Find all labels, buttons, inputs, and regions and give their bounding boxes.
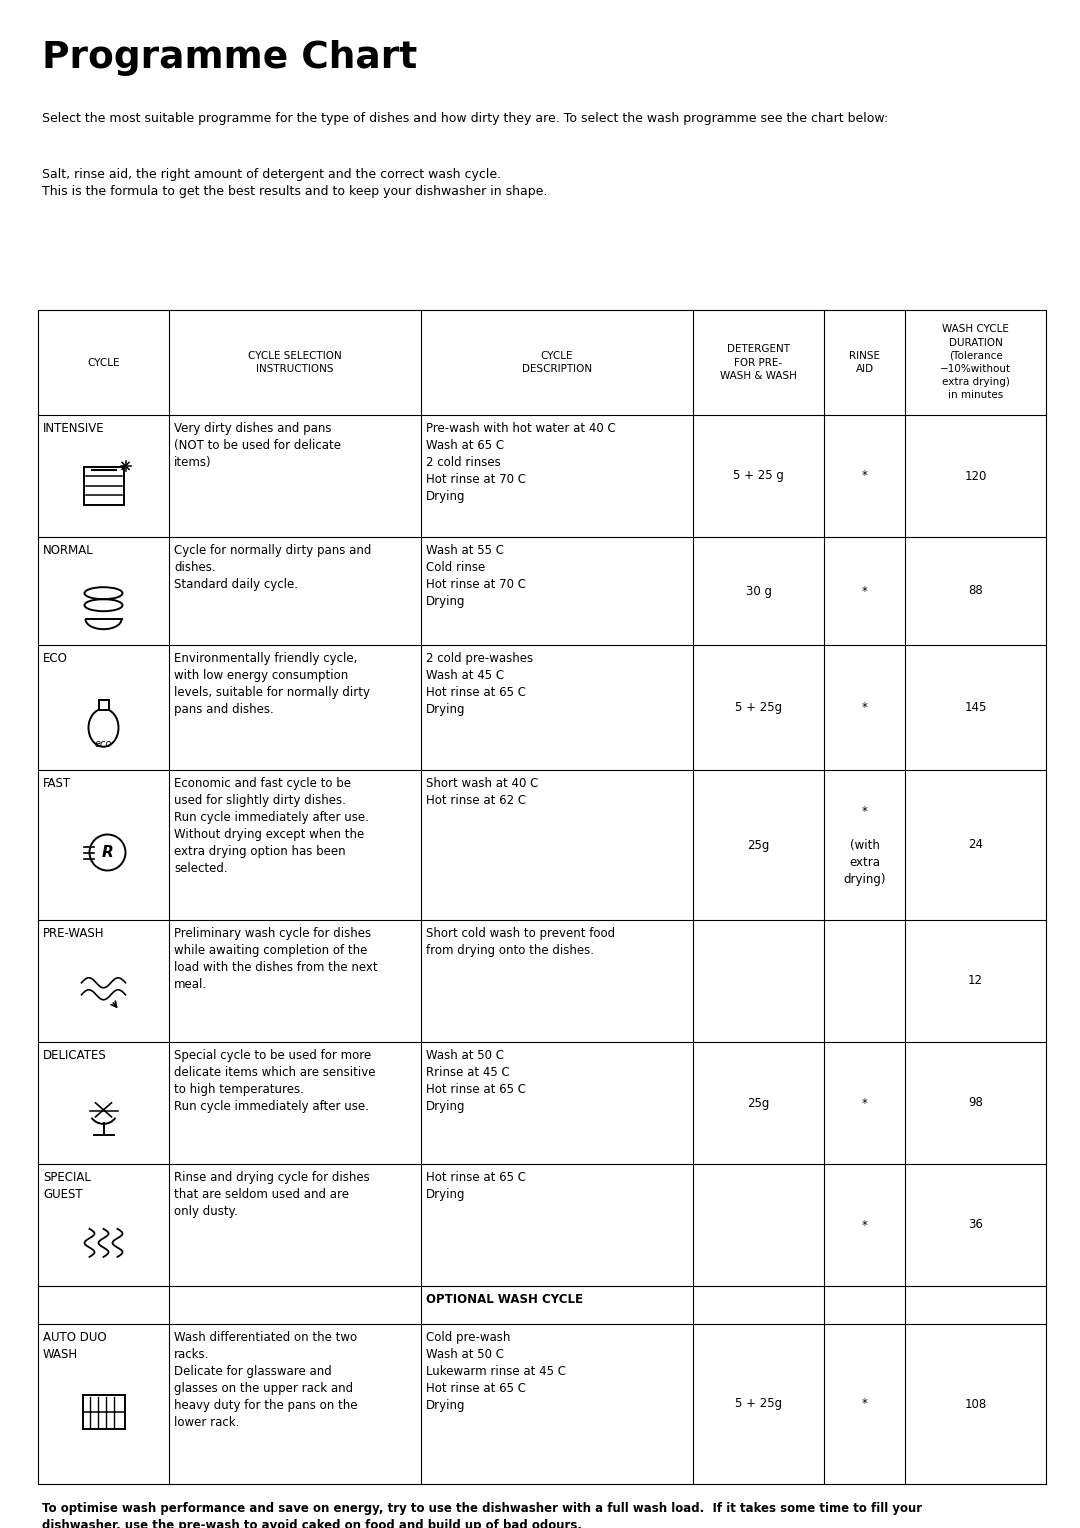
Text: R: R (102, 845, 113, 860)
Text: Economic and fast cycle to be
used for slightly dirty dishes.
Run cycle immediat: Economic and fast cycle to be used for s… (174, 778, 369, 876)
Text: Wash at 50 C
Rrinse at 45 C
Hot rinse at 65 C
Drying: Wash at 50 C Rrinse at 45 C Hot rinse at… (426, 1050, 526, 1112)
Text: *

(with
extra
drying): * (with extra drying) (843, 805, 886, 886)
Text: OPTIONAL WASH CYCLE: OPTIONAL WASH CYCLE (426, 1293, 583, 1306)
Text: RINSE
AID: RINSE AID (849, 351, 880, 374)
Text: NORMAL: NORMAL (43, 544, 94, 558)
Text: Rinse and drying cycle for dishes
that are seldom used and are
only dusty.: Rinse and drying cycle for dishes that a… (174, 1170, 369, 1218)
Text: Wash differentiated on the two
racks.
Delicate for glassware and
glasses on the : Wash differentiated on the two racks. De… (174, 1331, 357, 1429)
Text: eco: eco (95, 738, 112, 749)
Text: 12: 12 (968, 975, 983, 987)
Text: To optimise wash performance and save on energy, try to use the dishwasher with : To optimise wash performance and save on… (42, 1502, 922, 1528)
Text: 5 + 25g: 5 + 25g (734, 1398, 782, 1410)
Text: 25g: 25g (747, 1097, 770, 1109)
Text: Cycle for normally dirty pans and
dishes.
Standard daily cycle.: Cycle for normally dirty pans and dishes… (174, 544, 372, 591)
Text: 25g: 25g (747, 839, 770, 851)
Text: Short wash at 40 C
Hot rinse at 62 C: Short wash at 40 C Hot rinse at 62 C (426, 778, 538, 807)
Text: 5 + 25 g: 5 + 25 g (733, 469, 784, 483)
Text: DETERGENT
FOR PRE-
WASH & WASH: DETERGENT FOR PRE- WASH & WASH (720, 344, 797, 380)
Text: CYCLE SELECTION
INSTRUCTIONS: CYCLE SELECTION INSTRUCTIONS (248, 351, 342, 374)
Text: Salt, rinse aid, the right amount of detergent and the correct wash cycle.
This : Salt, rinse aid, the right amount of det… (42, 168, 548, 199)
Text: Very dirty dishes and pans
(NOT to be used for delicate
items): Very dirty dishes and pans (NOT to be us… (174, 422, 341, 469)
Text: *: * (862, 701, 867, 714)
Text: Pre-wash with hot water at 40 C
Wash at 65 C
2 cold rinses
Hot rinse at 70 C
Dry: Pre-wash with hot water at 40 C Wash at … (426, 422, 616, 503)
Text: AUTO DUO
WASH: AUTO DUO WASH (43, 1331, 107, 1361)
Text: Hot rinse at 65 C
Drying: Hot rinse at 65 C Drying (426, 1170, 526, 1201)
Text: Short cold wash to prevent food
from drying onto the dishes.: Short cold wash to prevent food from dry… (426, 927, 616, 957)
Text: 120: 120 (964, 469, 987, 483)
Text: Programme Chart: Programme Chart (42, 40, 417, 76)
Bar (82, 1395, 124, 1429)
Bar (98, 700, 108, 709)
Text: 88: 88 (968, 585, 983, 597)
Text: 145: 145 (964, 701, 987, 714)
Text: CYCLE
DESCRIPTION: CYCLE DESCRIPTION (522, 351, 592, 374)
Text: *: * (862, 585, 867, 597)
Text: 36: 36 (968, 1218, 983, 1232)
Text: *: * (862, 469, 867, 483)
Text: INTENSIVE: INTENSIVE (43, 422, 105, 435)
Text: 24: 24 (968, 839, 983, 851)
Text: DELICATES: DELICATES (43, 1050, 107, 1062)
Text: 5 + 25g: 5 + 25g (734, 701, 782, 714)
Bar (83, 468, 123, 504)
Text: 98: 98 (968, 1097, 983, 1109)
Text: ECO: ECO (43, 652, 68, 665)
Text: PRE-WASH: PRE-WASH (43, 927, 105, 940)
Text: Special cycle to be used for more
delicate items which are sensitive
to high tem: Special cycle to be used for more delica… (174, 1050, 376, 1112)
Text: Select the most suitable programme for the type of dishes and how dirty they are: Select the most suitable programme for t… (42, 112, 888, 125)
Text: *: * (862, 1398, 867, 1410)
Text: SPECIAL
GUEST: SPECIAL GUEST (43, 1170, 91, 1201)
Text: 2 cold pre-washes
Wash at 45 C
Hot rinse at 65 C
Drying: 2 cold pre-washes Wash at 45 C Hot rinse… (426, 652, 534, 717)
Text: WASH CYCLE
DURATION
(Tolerance
−10%without
extra drying)
in minutes: WASH CYCLE DURATION (Tolerance −10%witho… (940, 324, 1011, 400)
Text: Cold pre-wash
Wash at 50 C
Lukewarm rinse at 45 C
Hot rinse at 65 C
Drying: Cold pre-wash Wash at 50 C Lukewarm rins… (426, 1331, 566, 1412)
Text: 30 g: 30 g (745, 585, 771, 597)
Text: Wash at 55 C
Cold rinse
Hot rinse at 70 C
Drying: Wash at 55 C Cold rinse Hot rinse at 70 … (426, 544, 526, 608)
Text: Preliminary wash cycle for dishes
while awaiting completion of the
load with the: Preliminary wash cycle for dishes while … (174, 927, 378, 992)
Text: CYCLE: CYCLE (87, 358, 120, 368)
Text: Environmentally friendly cycle,
with low energy consumption
levels, suitable for: Environmentally friendly cycle, with low… (174, 652, 370, 717)
Text: 108: 108 (964, 1398, 987, 1410)
Text: *: * (862, 1097, 867, 1109)
Text: *: * (862, 1218, 867, 1232)
Text: FAST: FAST (43, 778, 71, 790)
